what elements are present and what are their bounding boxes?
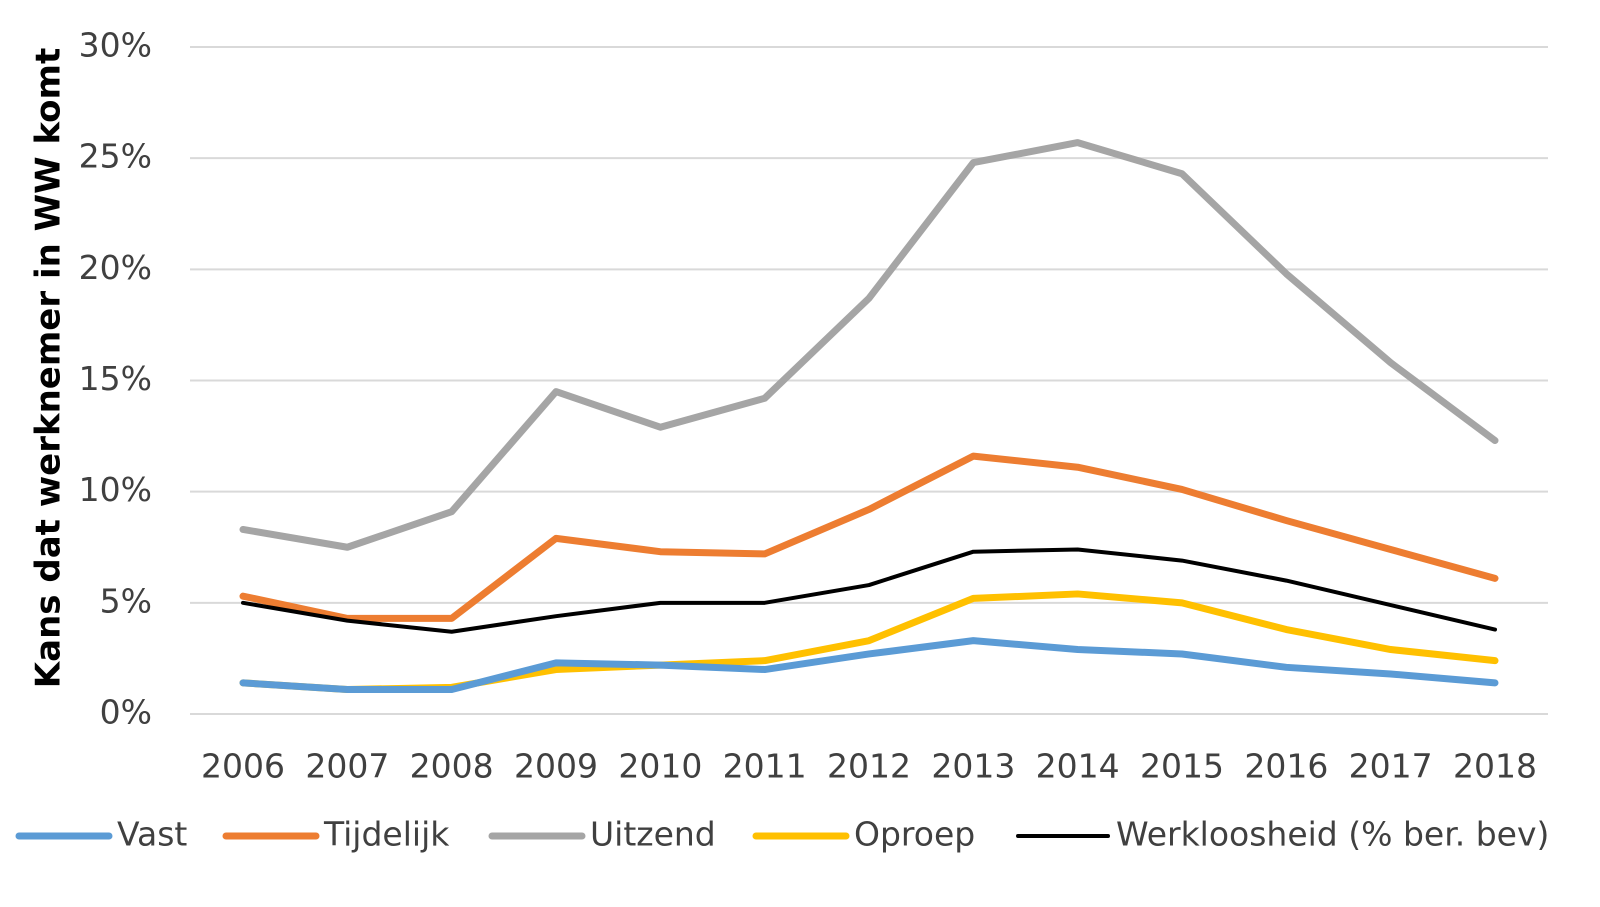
y-axis-label: Kans dat werknemer in WW komt: [29, 48, 69, 688]
x-tick-label: 2010: [618, 747, 702, 786]
y-tick-label: 25%: [79, 137, 152, 176]
legend-label: Uitzend: [590, 815, 716, 854]
x-tick-label: 2018: [1453, 747, 1537, 786]
x-tick-label: 2011: [723, 747, 807, 786]
x-tick-label: 2013: [931, 747, 1015, 786]
legend-label: Werkloosheid (% ber. bev): [1116, 815, 1549, 854]
y-tick-label: 0%: [100, 693, 152, 732]
series-line-tijdelijk: [239, 452, 1499, 622]
series-line-werkloosheid: [241, 547, 1497, 634]
gridlines: [190, 46, 1548, 715]
legend-label: Tijdelijk: [323, 815, 450, 854]
x-tick-label: 2014: [1036, 747, 1120, 786]
y-tick-label: 15%: [79, 359, 152, 398]
x-tick-label: 2015: [1140, 747, 1224, 786]
y-axis-ticks: 0% 5% 10% 15% 20% 25% 30%: [79, 26, 152, 732]
series-line-oproep: [239, 590, 1499, 694]
y-tick-label: 5%: [100, 581, 152, 620]
x-axis-ticks: 2006 2007 2008 2009 2010 2011 2012 2013 2014 2015…: [201, 747, 1537, 786]
series-line-uitzend: [239, 139, 1499, 551]
x-tick-label: 2012: [827, 747, 911, 786]
series-line-vast: [239, 637, 1499, 694]
y-tick-label: 10%: [79, 470, 152, 509]
x-tick-label: 2016: [1244, 747, 1328, 786]
x-tick-label: 2008: [410, 747, 494, 786]
y-tick-label: 30%: [79, 26, 152, 65]
x-tick-label: 2009: [514, 747, 598, 786]
legend: Vast Tijdelijk Uitzend Oproep Werkloosheid (…: [15, 815, 1549, 854]
legend-label: Oproep: [854, 815, 975, 854]
x-tick-label: 2017: [1349, 747, 1433, 786]
series-lines: [239, 139, 1499, 694]
x-tick-label: 2007: [305, 747, 389, 786]
legend-label: Vast: [117, 815, 187, 854]
y-tick-label: 20%: [79, 248, 152, 287]
x-tick-label: 2006: [201, 747, 285, 786]
